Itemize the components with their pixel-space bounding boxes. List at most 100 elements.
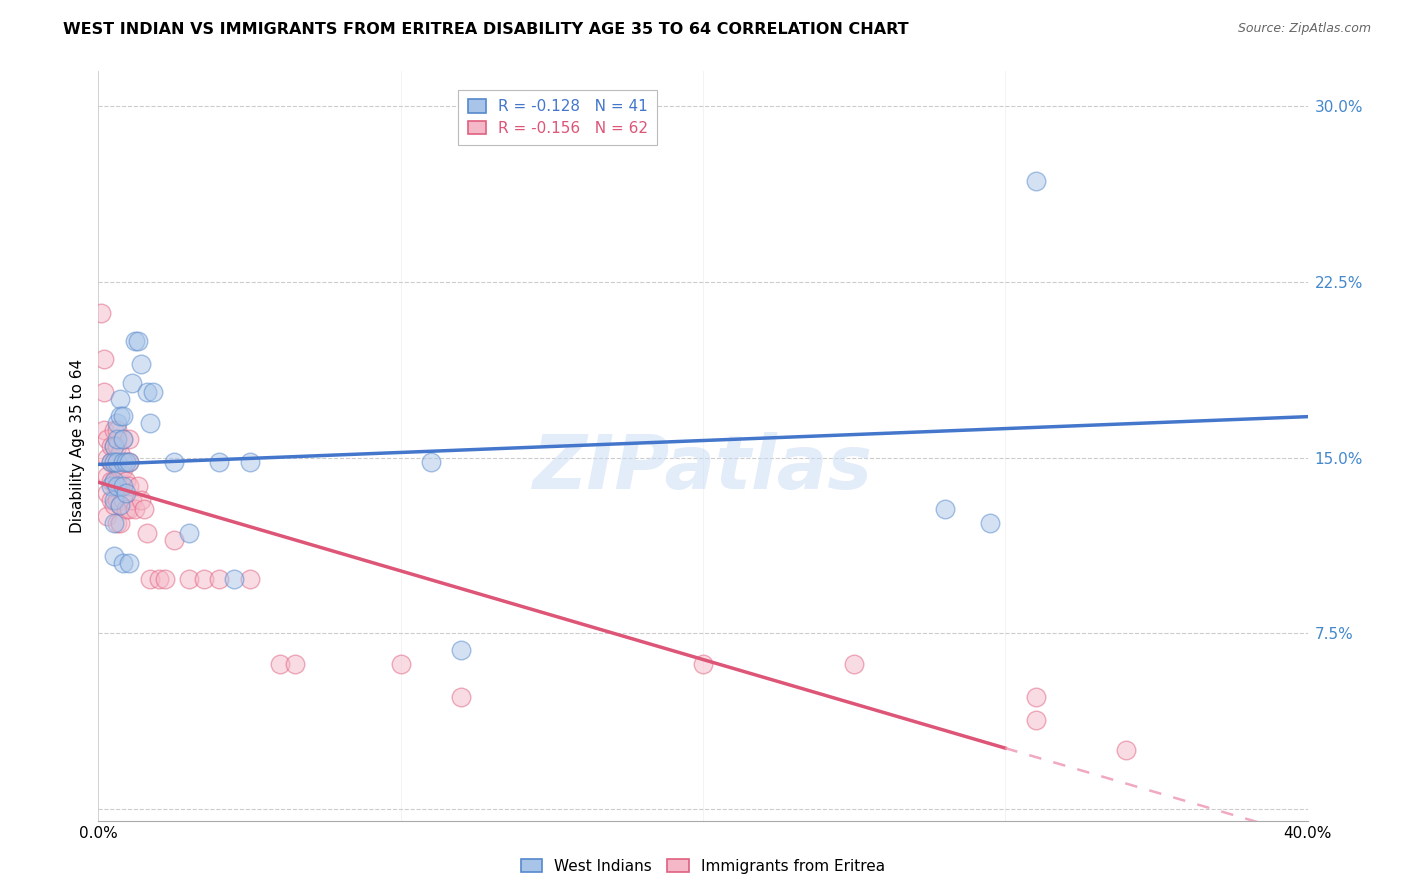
Point	[118, 455, 141, 469]
Point	[108, 409, 131, 423]
Point	[124, 502, 146, 516]
Point	[103, 474, 125, 488]
Point	[96, 485, 118, 500]
Point	[1024, 174, 1046, 188]
Point	[284, 657, 307, 671]
Point	[103, 474, 125, 488]
Point	[450, 642, 472, 657]
Point	[108, 392, 131, 407]
Point	[111, 556, 134, 570]
Point	[105, 474, 128, 488]
Point	[108, 498, 131, 512]
Point	[129, 492, 152, 507]
Text: Source: ZipAtlas.com: Source: ZipAtlas.com	[1237, 22, 1371, 36]
Point	[103, 516, 125, 531]
Point	[114, 455, 136, 469]
Point	[103, 439, 125, 453]
Point	[193, 573, 215, 587]
Point	[103, 492, 125, 507]
Point	[224, 573, 246, 587]
Point	[105, 455, 128, 469]
Point	[163, 455, 186, 469]
Point	[111, 462, 134, 476]
Point	[148, 573, 170, 587]
Point	[142, 385, 165, 400]
Point	[135, 385, 157, 400]
Point	[103, 439, 125, 453]
Point	[100, 474, 122, 488]
Text: ZIPatlas: ZIPatlas	[533, 432, 873, 505]
Point	[692, 657, 714, 671]
Point	[96, 469, 118, 483]
Point	[111, 492, 134, 507]
Point	[934, 502, 956, 516]
Point	[389, 657, 412, 671]
Point	[103, 498, 125, 512]
Point	[105, 479, 128, 493]
Point	[93, 385, 115, 400]
Point	[208, 573, 231, 587]
Point	[111, 409, 134, 423]
Point	[108, 462, 131, 476]
Point	[96, 450, 118, 465]
Point	[114, 485, 136, 500]
Point	[269, 657, 291, 671]
Point	[114, 502, 136, 516]
Point	[103, 549, 125, 563]
Legend: R = -0.128   N = 41, R = -0.156   N = 62: R = -0.128 N = 41, R = -0.156 N = 62	[458, 90, 658, 145]
Point	[179, 525, 201, 540]
Point	[114, 455, 136, 469]
Point	[239, 455, 262, 469]
Text: WEST INDIAN VS IMMIGRANTS FROM ERITREA DISABILITY AGE 35 TO 64 CORRELATION CHART: WEST INDIAN VS IMMIGRANTS FROM ERITREA D…	[63, 22, 908, 37]
Point	[1024, 713, 1046, 727]
Point	[121, 376, 143, 390]
Point	[118, 455, 141, 469]
Point	[239, 573, 262, 587]
Point	[139, 573, 162, 587]
Point	[111, 479, 134, 493]
Point	[118, 502, 141, 516]
Point	[420, 455, 443, 469]
Point	[105, 416, 128, 430]
Point	[114, 474, 136, 488]
Point	[118, 432, 141, 446]
Point	[103, 455, 125, 469]
Point	[132, 502, 155, 516]
Point	[103, 455, 125, 469]
Point	[108, 498, 131, 512]
Point	[127, 334, 149, 348]
Point	[844, 657, 866, 671]
Point	[100, 479, 122, 493]
Point	[127, 479, 149, 493]
Point	[1024, 690, 1046, 704]
Point	[105, 516, 128, 531]
Legend: West Indians, Immigrants from Eritrea: West Indians, Immigrants from Eritrea	[515, 853, 891, 880]
Point	[1115, 743, 1137, 757]
Point	[450, 690, 472, 704]
Point	[105, 439, 128, 453]
Point	[135, 525, 157, 540]
Point	[105, 455, 128, 469]
Point	[100, 455, 122, 469]
Point	[90, 305, 112, 319]
Point	[108, 446, 131, 460]
Point	[208, 455, 231, 469]
Point	[129, 357, 152, 371]
Point	[96, 432, 118, 446]
Point	[163, 533, 186, 547]
Point	[93, 352, 115, 367]
Point	[105, 432, 128, 446]
Point	[100, 492, 122, 507]
Point	[108, 479, 131, 493]
Point	[118, 556, 141, 570]
Point	[105, 423, 128, 437]
Point	[103, 423, 125, 437]
Point	[105, 492, 128, 507]
Point	[121, 492, 143, 507]
Point	[139, 416, 162, 430]
Y-axis label: Disability Age 35 to 64: Disability Age 35 to 64	[70, 359, 86, 533]
Point	[979, 516, 1001, 531]
Point	[124, 334, 146, 348]
Point	[111, 455, 134, 469]
Point	[179, 573, 201, 587]
